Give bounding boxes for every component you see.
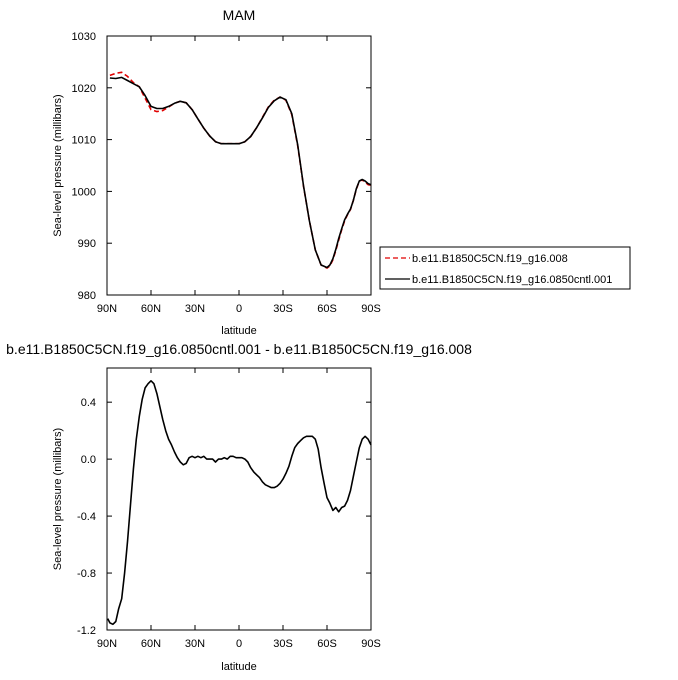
top-y-tick-label: 980 bbox=[78, 290, 96, 302]
bottom-y-axis-label: Sea-level pressure (millibars) bbox=[52, 428, 64, 570]
top-x-tick-label: 30S bbox=[273, 303, 293, 315]
bottom-plot-axes: 90N 60N 30N 0 30S 60S 90S -1.2 -0.8 -0.4 0.0 0.4 bbox=[77, 368, 381, 650]
top-x-tick-label: 60S bbox=[317, 303, 337, 315]
bottom-y-tick-label: 0.0 bbox=[81, 454, 96, 466]
bottom-x-axis-label: latitude bbox=[221, 661, 256, 673]
bottom-x-tick-label: 0 bbox=[236, 638, 242, 650]
top-y-tick-label: 1030 bbox=[72, 31, 96, 43]
top-plot: MAM 90N 60N 30N 0 30S 60S 90S 980 990 1000 1010 102… bbox=[52, 7, 631, 337]
top-y-axis-label: Sea-level pressure (millibars) bbox=[52, 94, 64, 236]
top-x-axis-label: latitude bbox=[221, 325, 256, 337]
top-y-tick-label: 990 bbox=[78, 238, 96, 250]
legend-label-series-1: b.e11.B1850C5CN.f19_g16.008 bbox=[412, 253, 568, 265]
top-x-tick-label: 0 bbox=[236, 303, 242, 315]
bottom-x-tick-label: 90N bbox=[97, 638, 117, 650]
legend-box bbox=[379, 246, 631, 290]
bottom-x-tick-label: 30N bbox=[185, 638, 205, 650]
bottom-plot-frame bbox=[106, 367, 372, 631]
bottom-plot-series bbox=[106, 379, 372, 626]
bottom-y-tick-label: 0.4 bbox=[81, 397, 96, 409]
top-x-tick-label: 60N bbox=[141, 303, 161, 315]
bottom-plot: b.e11.B1850C5CN.f19_g16.0850cntl.001 - b… bbox=[6, 341, 472, 673]
top-x-tick-label: 30N bbox=[185, 303, 205, 315]
bottom-series-line-1 bbox=[106, 379, 372, 626]
bottom-y-tick-label: -0.8 bbox=[77, 568, 96, 580]
bottom-x-tick-label: 30S bbox=[273, 638, 293, 650]
bottom-x-tick-label: 60N bbox=[141, 638, 161, 650]
bottom-x-tick-label: 90S bbox=[361, 638, 381, 650]
top-series-line-2 bbox=[109, 76, 372, 269]
top-plot-axes: 90N 60N 30N 0 30S 60S 90S 980 990 1000 1010 1020 103… bbox=[72, 31, 381, 315]
top-y-tick-label: 1020 bbox=[72, 83, 96, 95]
top-x-tick-label: 90N bbox=[97, 303, 117, 315]
top-y-tick-label: 1000 bbox=[72, 186, 96, 198]
bottom-x-tick-label: 60S bbox=[317, 638, 337, 650]
top-y-tick-label: 1010 bbox=[72, 135, 96, 147]
bottom-y-tick-label: -0.4 bbox=[77, 511, 96, 523]
top-plot-series bbox=[109, 71, 372, 269]
top-x-tick-label: 90S bbox=[361, 303, 381, 315]
top-plot-frame bbox=[106, 35, 372, 296]
legend-label-series-2: b.e11.B1850C5CN.f19_g16.0850cntl.001 bbox=[412, 274, 612, 286]
top-chart-title: MAM bbox=[223, 7, 256, 23]
bottom-y-tick-label: -1.2 bbox=[77, 625, 96, 637]
bottom-chart-title: b.e11.B1850C5CN.f19_g16.0850cntl.001 - b… bbox=[6, 341, 472, 357]
